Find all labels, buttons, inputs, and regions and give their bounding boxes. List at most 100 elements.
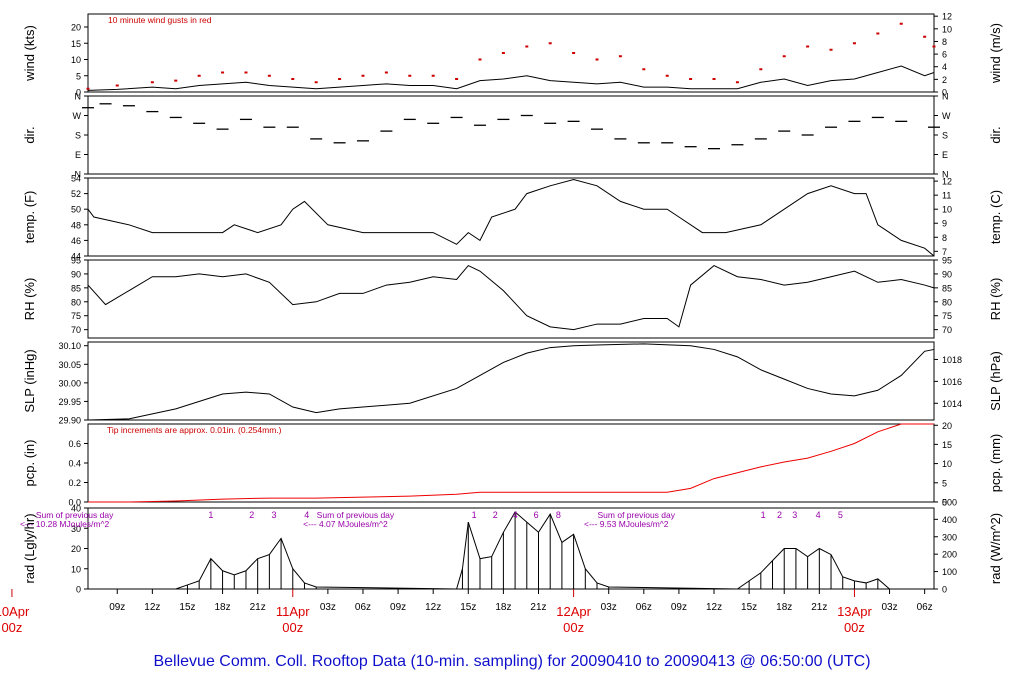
x-tick-label: 15z	[460, 602, 476, 613]
radiation-note: Sum of previous day	[317, 510, 395, 520]
gusts-point	[338, 78, 342, 80]
gusts-point	[782, 55, 786, 58]
humidity-panel-ylabel-right: RH (%)	[988, 278, 1003, 321]
direction-panel-right-tick-label: N	[942, 92, 949, 102]
pressure-panel-left-tick-label: 29.90	[58, 416, 81, 426]
radiation-panel-ylabel-right: rad (W/m^2)	[988, 513, 1003, 584]
wind-panel-frame	[87, 13, 935, 93]
radiation-hour-label: 8	[556, 510, 561, 520]
radiation-hour-label: 3	[272, 510, 277, 520]
pressure-panel-left-tick-label: 30.00	[58, 378, 81, 388]
direction-panel-left-tick-label: W	[73, 111, 82, 121]
humidity-panel-left-tick-label: 85	[71, 283, 81, 293]
gusts-point	[689, 78, 693, 80]
gusts-point	[455, 78, 459, 80]
radiation-panel-right-tick-label: 0	[942, 585, 947, 595]
day-label: 10Apr	[0, 604, 30, 619]
temperature-panel-left-tick-label: 50	[71, 205, 81, 215]
precipitation-panel-right-tick-label: 15	[942, 440, 952, 450]
humidity-panel-left-tick-label: 95	[71, 256, 81, 266]
direction-panel-left-tick-label: S	[75, 131, 81, 141]
x-tick-label: 21z	[530, 602, 546, 613]
radiation-note: Sum of previous day	[36, 510, 114, 520]
wind-panel-left-tick-label: 0	[76, 88, 81, 98]
humidity-panel-right-tick-label: 90	[942, 269, 952, 279]
direction-panel-right-tick-label: E	[942, 150, 948, 160]
gusts-point	[221, 71, 225, 74]
direction-panel-left-tick-label: N	[75, 170, 82, 180]
pressure-panel-ylabel-right: SLP (hPa)	[988, 351, 1003, 411]
humidity-panel-frame	[87, 259, 935, 339]
gusts-point	[86, 87, 90, 90]
temperature-line	[87, 179, 935, 257]
precipitation-panel-right-tick-label: 10	[942, 459, 952, 469]
chart-title: Bellevue Comm. Coll. Rooftop Data (10-mi…	[153, 653, 870, 670]
radiation-panel-left-tick-label: 30	[71, 524, 81, 534]
direction-panel-ylabel-left: dir.	[22, 126, 37, 143]
wind-panel-ylabel-right: wind (m/s)	[988, 23, 1003, 84]
x-tick-label: 03z	[320, 602, 336, 613]
radiation-hour-label: 2	[249, 510, 254, 520]
gusts-point	[665, 74, 669, 77]
wind-panel-left-tick-label: 10	[71, 55, 81, 65]
gusts-point	[197, 74, 201, 77]
x-tick-label: 09z	[109, 602, 125, 613]
wind-panel-right-tick-label: 10	[942, 24, 952, 34]
temperature-panel-frame	[87, 177, 935, 257]
precipitation-panel-right-tick-label: 0	[942, 498, 947, 508]
gusts-point	[618, 55, 622, 58]
radiation-note: <--- 4.07 MJoules/m^2	[303, 519, 388, 529]
precipitation-panel-left-tick-label: 0.2	[68, 478, 81, 488]
x-tick-label: 15z	[179, 602, 195, 613]
gusts-point	[876, 32, 880, 35]
gusts-point	[384, 71, 388, 74]
x-tick-label: 09z	[390, 602, 406, 613]
wind-panel-right-tick-label: 4	[942, 62, 947, 72]
radiation-panel-right-tick-label: 400	[942, 515, 957, 525]
temperature-panel-right-tick-label: 12	[942, 177, 952, 187]
wind-panel-right-tick-label: 8	[942, 37, 947, 47]
radiation-panel-left-tick-label: 10	[71, 564, 81, 574]
gusts-point	[174, 79, 178, 82]
temperature-panel-right-tick-label: 10	[942, 205, 952, 215]
x-tick-label: 21z	[811, 602, 827, 613]
humidity-panel-left-tick-label: 80	[71, 297, 81, 307]
precipitation-panel-ylabel-right: pcp. (mm)	[988, 434, 1003, 493]
x-tick-label: 12z	[706, 602, 722, 613]
gusts-point	[431, 74, 435, 77]
gusts-point	[244, 71, 248, 74]
gusts-point	[408, 74, 412, 77]
wind-panel-left-tick-label: 15	[71, 39, 81, 49]
direction-panel-left-tick-label: N	[75, 92, 82, 102]
precipitation-panel-right-tick-label: 5	[942, 478, 947, 488]
precipitation-panel-left-tick-label: 0.4	[68, 459, 81, 469]
gusts-point	[548, 42, 552, 45]
temperature-panel-right-tick-label: 8	[942, 233, 947, 243]
wind-panel-right-tick-label: 2	[942, 75, 947, 85]
gusts-point	[595, 58, 599, 61]
day-label-hour: 00z	[844, 620, 865, 635]
humidity-panel-right-tick-label: 95	[942, 256, 952, 266]
radiation-panel-right-tick-label: 200	[942, 550, 957, 560]
temperature-panel-left-tick-label: 52	[71, 189, 81, 199]
radiation-panel-left-tick-label: 0	[76, 585, 81, 595]
radiation-hour-label: 2	[493, 510, 498, 520]
x-tick-label: 03z	[601, 602, 617, 613]
pressure-panel-right-tick-label: 1014	[942, 399, 962, 409]
gusts-point	[923, 35, 927, 38]
humidity-panel-right-tick-label: 70	[942, 325, 952, 335]
x-tick-label: 12z	[425, 602, 441, 613]
precipitation-panel-annotation: Tip increments are approx. 0.01in. (0.25…	[107, 425, 282, 435]
temperature-panel-ylabel-left: temp. (F)	[22, 191, 37, 244]
wind-panel-annotation: 10 minute wind gusts in red	[108, 15, 212, 25]
direction-panel-right-tick-label: N	[942, 170, 949, 180]
gusts-point	[478, 58, 482, 61]
radiation-hour-label: 6	[534, 510, 539, 520]
precipitation-panel-ylabel-left: pcp. (in)	[22, 440, 37, 487]
x-tick-label: 21z	[250, 602, 266, 613]
radiation-note: <--- 9.53 MJoules/m^2	[584, 519, 669, 529]
gusts-point	[150, 81, 154, 84]
temperature-panel-right-tick-label: 7	[942, 247, 947, 257]
radiation-hour-label: 1	[761, 510, 766, 520]
temperature-panel-left-tick-label: 44	[71, 252, 81, 262]
